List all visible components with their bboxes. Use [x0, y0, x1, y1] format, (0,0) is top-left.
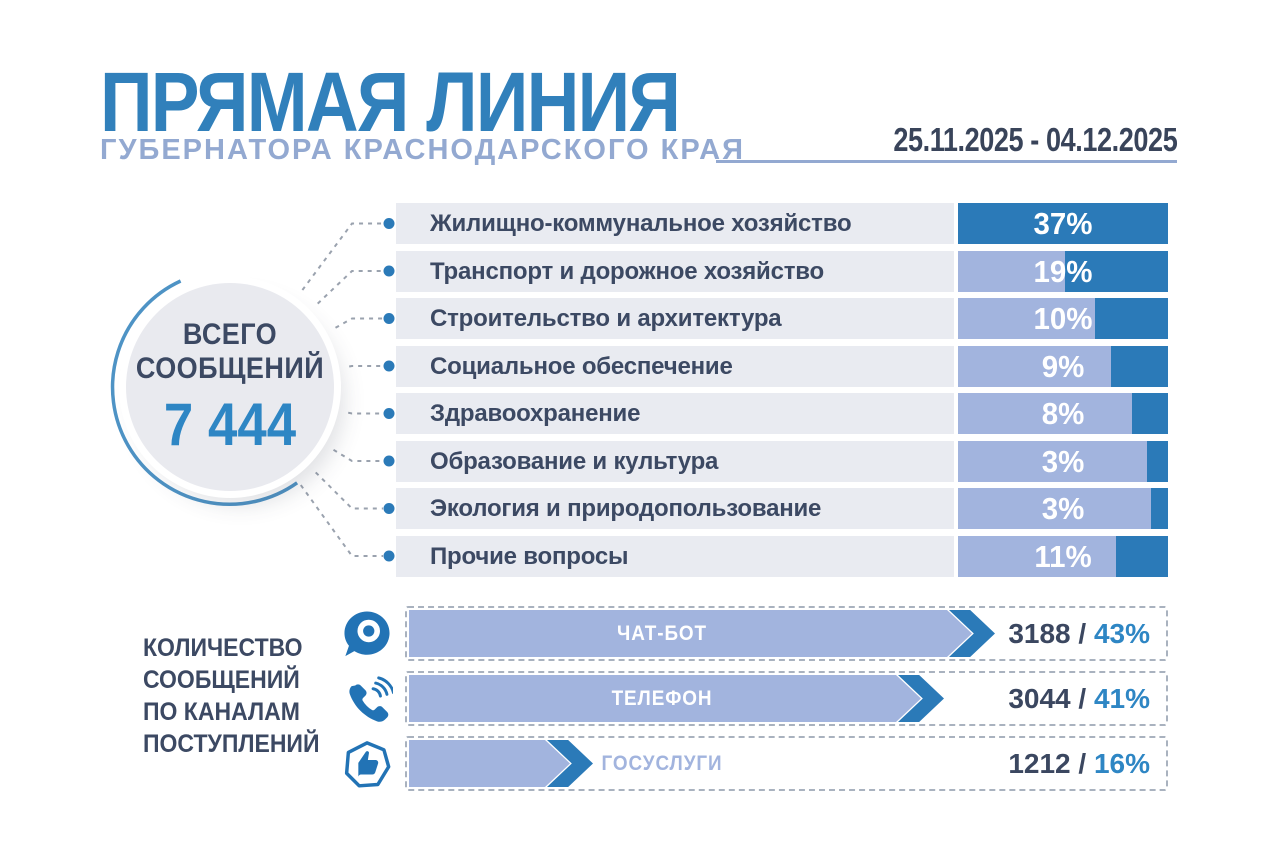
channel-separator: / — [1070, 618, 1094, 649]
connector-line — [335, 317, 383, 329]
connector-line — [317, 270, 383, 305]
channel-value: 3188 / 43% — [1008, 608, 1150, 659]
topic-percent: 3% — [1041, 491, 1085, 526]
channel-label: ЧАТ-БОТ — [617, 622, 707, 645]
topic-bullet-dot — [383, 265, 395, 277]
gosuslugi-icon — [344, 741, 391, 788]
topic-bar: 10% — [958, 298, 1168, 339]
topic-percent: 10% — [1033, 301, 1093, 336]
channel-value: 3044 / 41% — [1008, 673, 1150, 724]
total-label-line2: СООБЩЕНИЙ — [135, 352, 325, 385]
page-subtitle: ГУБЕРНАТОРА КРАСНОДАРСКОГО КРАЯ — [100, 134, 745, 166]
topic-bar: 3% — [958, 488, 1168, 529]
topic-bar: 3% — [958, 440, 1168, 482]
connector-line — [349, 365, 383, 368]
topic-label: Экология и природопользование — [396, 488, 954, 529]
topic-bar-fill — [1094, 298, 1168, 339]
topic-row: Экология и природопользование 3% — [396, 488, 1168, 529]
channel-bar-fill — [409, 610, 972, 657]
total-label-line1: ВСЕГО — [182, 318, 278, 351]
channel-count: 3188 — [1008, 618, 1071, 649]
topic-bar-fill — [1115, 535, 1168, 577]
topic-bar: 9% — [958, 345, 1168, 387]
topic-bullet-dot — [383, 550, 395, 562]
topic-label: Прочие вопросы — [396, 535, 954, 577]
phone-icon — [349, 676, 393, 722]
channel-count: 3044 — [1008, 683, 1071, 714]
topic-bullet-dot — [383, 503, 395, 514]
channel-separator: / — [1070, 748, 1094, 779]
topic-percent: 19% — [1033, 253, 1093, 289]
total-messages-circle — [126, 283, 334, 491]
topic-row: Образование и культура 3% — [396, 440, 1168, 482]
channel-percent: 16% — [1093, 748, 1150, 779]
topic-label: Жилищно-коммунальное хозяйство — [396, 203, 954, 244]
topic-bar-fill — [1065, 250, 1168, 292]
channel-label: ТЕЛЕФОН — [611, 687, 713, 710]
page-title: ПРЯМАЯ ЛИНИЯ — [100, 55, 681, 149]
topic-row: Социальное обеспечение 9% — [396, 345, 1168, 387]
topic-label: Транспорт и дорожное хозяйство — [396, 250, 954, 292]
connector-line — [301, 222, 383, 291]
topic-percent: 3% — [1041, 443, 1085, 479]
topic-bar-fill — [1147, 440, 1168, 482]
caption-line: СООБЩЕНИЙ — [143, 666, 300, 694]
topic-bar-fill — [1111, 345, 1168, 387]
topic-bar-fill — [958, 203, 1168, 244]
topic-bullet-dot — [383, 360, 395, 372]
topic-bullet-dot — [383, 455, 395, 467]
topic-row: Здравоохранение 8% — [396, 393, 1168, 434]
topic-bar: 37% — [958, 203, 1168, 244]
topic-row: Жилищно-коммунальное хозяйство 37% — [396, 203, 1168, 244]
channel-count: 1212 — [1008, 748, 1071, 779]
topic-percent: 9% — [1041, 348, 1085, 384]
channel-separator: / — [1070, 683, 1094, 714]
topic-label: Образование и культура — [396, 440, 954, 482]
channel-percent: 41% — [1093, 683, 1150, 714]
topic-row: Прочие вопросы 11% — [396, 535, 1168, 577]
channel-bar: ГОСУСЛУГИ 1212 / 16% — [405, 736, 1168, 791]
topic-label: Строительство и архитектура — [396, 298, 954, 339]
topic-percent: 11% — [1034, 538, 1092, 574]
channel-bar-fill — [409, 740, 570, 787]
topic-bar: 11% — [958, 535, 1168, 577]
header-underline — [716, 160, 1177, 163]
connector-line — [332, 448, 383, 462]
caption-line: КОЛИЧЕСТВО — [143, 634, 303, 662]
channels-caption: КОЛИЧЕСТВО СООБЩЕНИЙ ПО КАНАЛАМ ПОСТУПЛЕ… — [143, 632, 320, 760]
channel-bar: ТЕЛЕФОН 3044 / 41% — [405, 671, 1168, 726]
topic-label: Социальное обеспечение — [396, 345, 954, 387]
channel-percent: 43% — [1093, 618, 1150, 649]
topic-bar-fill — [1151, 488, 1168, 529]
topic-bar: 8% — [958, 393, 1168, 434]
topic-row: Транспорт и дорожное хозяйство 19% — [396, 250, 1168, 292]
channel-bar-fill — [409, 675, 921, 722]
topic-bullet-dot — [383, 313, 395, 324]
connector-line — [347, 411, 383, 415]
topic-percent: 8% — [1041, 396, 1085, 431]
topic-percent: 37% — [1033, 206, 1093, 241]
total-value: 7 444 — [163, 391, 297, 458]
channel-bar: ЧАТ-БОТ 3188 / 43% — [405, 606, 1168, 661]
caption-line: ПОСТУПЛЕНИЙ — [143, 730, 320, 758]
chat-bot-icon — [344, 611, 390, 657]
topic-row: Строительство и архитектура 10% — [396, 298, 1168, 339]
channel-label: ГОСУСЛУГИ — [601, 752, 723, 775]
connector-line — [299, 484, 383, 557]
topic-bullet-dot — [383, 408, 395, 419]
date-range: 25.11.2025 - 04.12.2025 — [893, 121, 1177, 158]
topic-label: Здравоохранение — [396, 393, 954, 434]
channel-value: 1212 / 16% — [1008, 738, 1150, 789]
topic-bar-fill — [1132, 393, 1168, 434]
topic-bullet-dot — [383, 218, 395, 229]
connector-line — [314, 471, 383, 510]
caption-line: ПО КАНАЛАМ — [143, 698, 300, 726]
topic-bar: 19% — [958, 250, 1168, 292]
